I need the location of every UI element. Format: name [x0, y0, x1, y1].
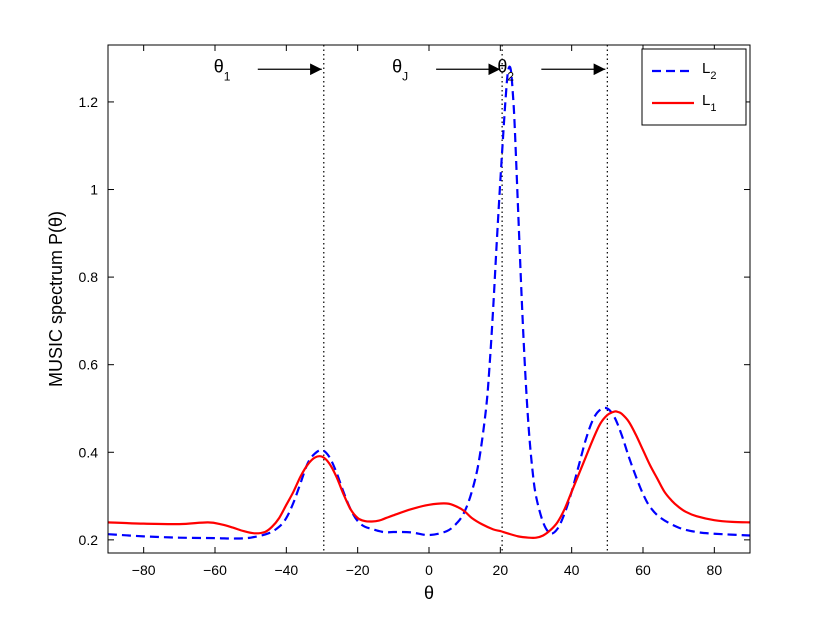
annotation-label-1: θ1 — [214, 56, 231, 83]
y-tick-label: 0.4 — [79, 444, 99, 460]
y-tick-label: 0.8 — [79, 269, 99, 285]
series-l2-line — [108, 65, 750, 540]
legend-box — [641, 48, 747, 126]
series-group — [108, 65, 750, 540]
x-tick-label: 0 — [425, 562, 433, 578]
legend-label-2: L1 — [702, 92, 716, 114]
reference-lines — [323, 45, 608, 553]
x-tick-label: 20 — [493, 562, 509, 578]
x-tick-label: 80 — [707, 562, 723, 578]
y-tick-label: 1 — [90, 182, 98, 198]
x-tick-label: −20 — [346, 562, 370, 578]
x-axis-label: θ — [424, 583, 434, 603]
x-tick-label: 60 — [635, 562, 651, 578]
x-tick-label: 40 — [564, 562, 580, 578]
annotations: θ1 θJ θ2 — [214, 56, 606, 83]
y-axis-ticks: 0.2 0.4 0.6 0.8 1 1.2 — [79, 94, 750, 548]
y-axis-label: MUSIC spectrum P(θ) — [46, 211, 66, 387]
y-tick-label: 1.2 — [79, 94, 99, 110]
x-tick-label: −60 — [203, 562, 227, 578]
x-tick-label: −80 — [132, 562, 156, 578]
y-tick-label: 0.6 — [79, 357, 99, 373]
series-l1-line — [108, 410, 750, 539]
annotation-label-3: θ2 — [497, 56, 514, 83]
legend-label-1: L2 — [702, 60, 716, 82]
x-axis-ticks: −80 −60 −40 −20 0 20 40 60 80 — [132, 45, 723, 578]
annotation-label-2: θJ — [392, 56, 408, 83]
y-tick-label: 0.2 — [79, 532, 99, 548]
x-tick-label: −40 — [274, 562, 298, 578]
